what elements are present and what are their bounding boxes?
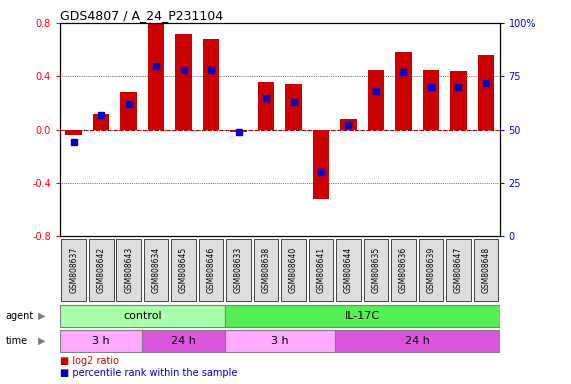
Text: 3 h: 3 h <box>93 336 110 346</box>
Bar <box>313 130 329 199</box>
FancyBboxPatch shape <box>225 305 500 327</box>
Bar <box>477 55 494 130</box>
Bar <box>368 70 384 130</box>
Text: GSM808638: GSM808638 <box>262 247 271 293</box>
Bar <box>175 34 192 130</box>
Text: GSM808635: GSM808635 <box>372 247 380 293</box>
FancyBboxPatch shape <box>199 239 223 301</box>
FancyBboxPatch shape <box>60 329 142 352</box>
Bar <box>120 92 137 130</box>
Text: control: control <box>123 311 162 321</box>
FancyBboxPatch shape <box>335 329 500 352</box>
FancyBboxPatch shape <box>225 329 335 352</box>
Text: GSM808636: GSM808636 <box>399 247 408 293</box>
Text: GDS4807 / A_24_P231104: GDS4807 / A_24_P231104 <box>60 9 223 22</box>
FancyBboxPatch shape <box>171 239 196 301</box>
Text: GSM808646: GSM808646 <box>207 247 216 293</box>
FancyBboxPatch shape <box>60 305 225 327</box>
FancyBboxPatch shape <box>142 329 225 352</box>
FancyBboxPatch shape <box>336 239 361 301</box>
Text: 24 h: 24 h <box>405 336 429 346</box>
Text: ■ percentile rank within the sample: ■ percentile rank within the sample <box>60 367 238 377</box>
Text: time: time <box>6 336 28 346</box>
Bar <box>395 52 412 130</box>
FancyBboxPatch shape <box>281 239 306 301</box>
FancyBboxPatch shape <box>473 239 498 301</box>
Text: ▶: ▶ <box>38 336 46 346</box>
FancyBboxPatch shape <box>226 239 251 301</box>
Text: GSM808645: GSM808645 <box>179 247 188 293</box>
Text: GSM808647: GSM808647 <box>454 247 463 293</box>
Bar <box>286 84 302 130</box>
Text: GSM808643: GSM808643 <box>124 247 133 293</box>
Text: GSM808639: GSM808639 <box>427 247 436 293</box>
FancyBboxPatch shape <box>309 239 333 301</box>
Text: GSM808634: GSM808634 <box>152 247 160 293</box>
FancyBboxPatch shape <box>364 239 388 301</box>
Bar <box>340 119 357 130</box>
Text: GSM808641: GSM808641 <box>316 247 325 293</box>
Bar <box>66 130 82 135</box>
Text: ■ log2 ratio: ■ log2 ratio <box>60 356 119 366</box>
FancyBboxPatch shape <box>61 239 86 301</box>
FancyBboxPatch shape <box>144 239 168 301</box>
Bar <box>93 114 110 130</box>
FancyBboxPatch shape <box>446 239 471 301</box>
Text: ▶: ▶ <box>38 311 46 321</box>
Bar <box>450 71 467 130</box>
FancyBboxPatch shape <box>391 239 416 301</box>
Text: GSM808644: GSM808644 <box>344 247 353 293</box>
Bar <box>258 82 274 130</box>
Text: 3 h: 3 h <box>271 336 288 346</box>
Text: agent: agent <box>6 311 34 321</box>
FancyBboxPatch shape <box>116 239 141 301</box>
FancyBboxPatch shape <box>89 239 114 301</box>
Text: IL-17C: IL-17C <box>345 311 380 321</box>
Text: GSM808640: GSM808640 <box>289 247 298 293</box>
Bar <box>230 130 247 132</box>
Bar <box>148 23 164 130</box>
FancyBboxPatch shape <box>419 239 443 301</box>
Text: GSM808637: GSM808637 <box>69 247 78 293</box>
Text: 24 h: 24 h <box>171 336 196 346</box>
FancyBboxPatch shape <box>254 239 279 301</box>
Text: GSM808633: GSM808633 <box>234 247 243 293</box>
Bar <box>203 39 219 130</box>
Text: GSM808642: GSM808642 <box>96 247 106 293</box>
Bar <box>423 70 439 130</box>
Text: GSM808648: GSM808648 <box>481 247 490 293</box>
